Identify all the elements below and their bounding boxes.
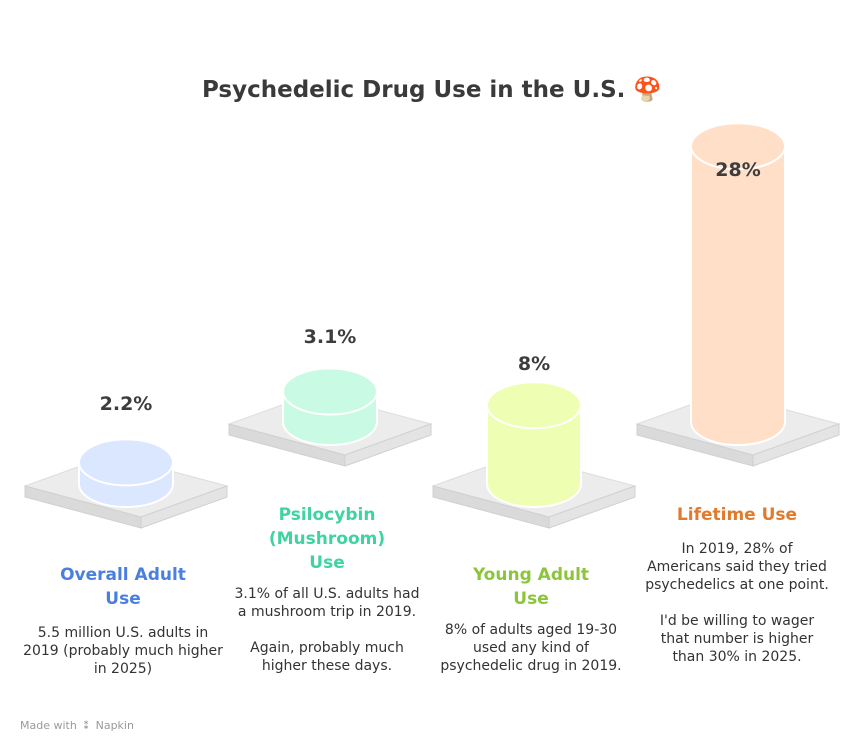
- made-with-label: Made with: [20, 719, 77, 732]
- description-psilocybin: 3.1% of all U.S. adults had a mushroom t…: [234, 586, 420, 674]
- napkin-logo-icon: ⁑: [83, 719, 90, 732]
- value-label-young-adult: 8%: [517, 353, 551, 375]
- bar-top-overall: [78, 438, 174, 487]
- platform-side-right-lifetime: [752, 423, 840, 467]
- chart-title: Psychedelic Drug Use in the U.S. 🍄: [201, 77, 663, 103]
- category-label-psilocybin: Psilocybin (Mushroom) Use: [268, 505, 386, 573]
- description-young-adult: 8% of adults aged 19-30 used any kind of…: [440, 622, 622, 674]
- category-label-young-adult: Young Adult Use: [472, 565, 590, 609]
- bar-top-lifetime: [690, 122, 786, 171]
- value-label-psilocybin: 3.1%: [303, 326, 357, 348]
- description-lifetime: In 2019, 28% of Americans said they trie…: [645, 541, 829, 665]
- platform-side-right-overall: [140, 485, 228, 529]
- category-label-overall: Overall Adult Use: [60, 565, 186, 609]
- value-label-overall: 2.2%: [99, 393, 153, 415]
- platform-side-right-psilocybin: [344, 423, 432, 467]
- platform-side-right-young-adult: [548, 485, 636, 529]
- bar-young-adult: [486, 404, 582, 508]
- description-overall: 5.5 million U.S. adults in 2019 (probabl…: [23, 625, 223, 677]
- bar-top-young-adult: [486, 381, 582, 430]
- bar-top-psilocybin: [282, 367, 378, 416]
- value-label-lifetime: 28%: [715, 159, 761, 181]
- bar-lifetime: [690, 145, 786, 446]
- category-label-lifetime: Lifetime Use: [676, 505, 798, 525]
- brand-name: Napkin: [95, 719, 134, 732]
- footer-attribution[interactable]: Made with ⁑ Napkin: [20, 719, 134, 732]
